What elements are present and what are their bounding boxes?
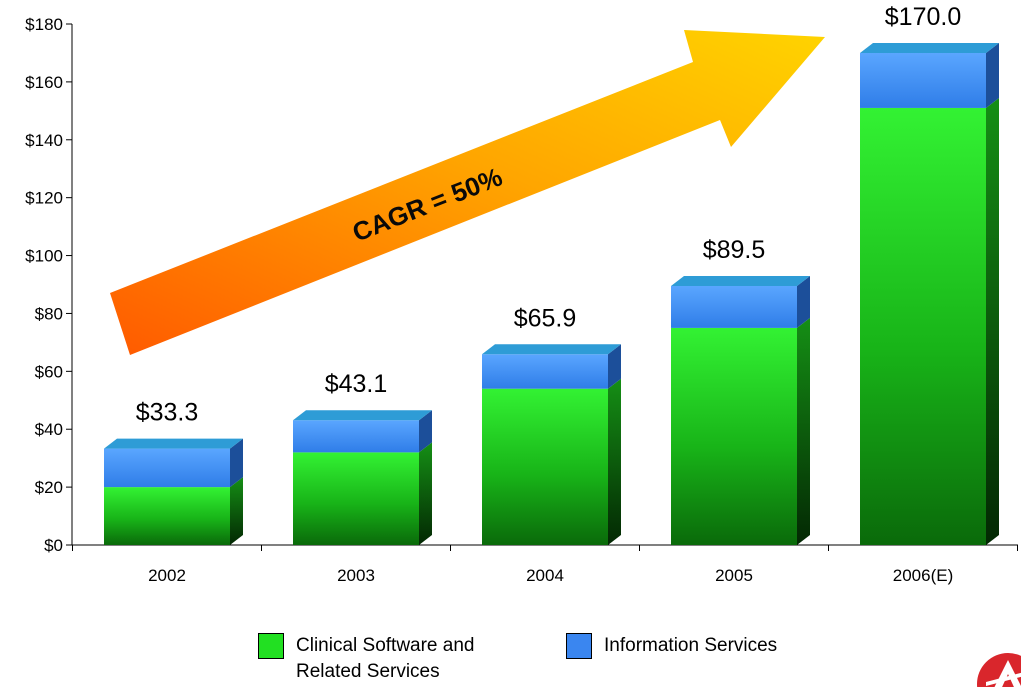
bar-total-label: $65.9 (514, 304, 577, 332)
bar-total-label: $170.0 (885, 3, 961, 31)
bar-group (860, 42, 999, 545)
bar-information (293, 420, 419, 453)
legend-label-information: Information Services (604, 635, 778, 656)
bar-information (104, 448, 230, 488)
bar-top-face (860, 42, 999, 53)
legend-label-clinical: Clinical Software and Related Services (296, 635, 475, 682)
bar-clinical (671, 327, 797, 545)
y-tick-label: $160 (25, 73, 63, 92)
bar-total-label: $33.3 (136, 399, 199, 427)
axis-layer: $0 $20 $40 $60 $80 $100 $120 $140 $160 $180 2002 20… (25, 15, 1018, 585)
x-tick-label: 2006(E) (893, 566, 953, 585)
y-tick-label: $40 (35, 420, 63, 439)
bar-clinical-side (419, 442, 432, 545)
x-tick-label: 2004 (526, 566, 564, 585)
bar-top-face (104, 438, 243, 449)
bar-group (104, 438, 243, 545)
x-tick-label: 2003 (337, 566, 375, 585)
cagr-arrow-shape (110, 30, 825, 355)
y-tick-label: $120 (25, 189, 63, 208)
bar-information-side (797, 275, 810, 328)
y-tick-label: $80 (35, 304, 63, 323)
bar-information (671, 285, 797, 328)
bar-clinical-side (797, 317, 810, 545)
bar-top-face (671, 275, 810, 286)
legend-swatch-information (566, 633, 592, 659)
bar-group (482, 344, 621, 545)
legend: Clinical Software and Related Services I… (258, 633, 844, 685)
y-tick-label: $60 (35, 362, 63, 381)
bar-group (671, 275, 810, 545)
bar-clinical-side (608, 378, 621, 545)
bar-information-side (230, 438, 243, 488)
bar-layer (104, 42, 999, 545)
stacked-bar-chart: $0 $20 $40 $60 $80 $100 $120 $140 $160 $180 2002 20… (25, 3, 1018, 585)
bar-clinical (104, 487, 230, 545)
y-tick-label: $140 (25, 131, 63, 150)
y-tick-label: $20 (35, 478, 63, 497)
bar-total-label: $89.5 (703, 236, 766, 264)
bar-clinical-side (230, 477, 243, 545)
bar-information-side (419, 410, 432, 453)
bar-information (482, 354, 608, 389)
bar-information-side (986, 42, 999, 108)
bar-information (860, 52, 986, 108)
bar-clinical (482, 388, 608, 545)
legend-swatch-clinical (258, 633, 284, 659)
bar-clinical-side (986, 97, 999, 545)
bar-group (293, 410, 432, 545)
y-tick-label: $180 (25, 15, 63, 34)
x-tick-label: 2005 (715, 566, 753, 585)
bar-top-face (482, 344, 621, 355)
bar-clinical (860, 107, 986, 545)
legend-item-clinical: Clinical Software and Related Services (258, 633, 526, 685)
x-tick-label: 2002 (148, 566, 186, 585)
y-tick-label: $100 (25, 247, 63, 266)
legend-item-information: Information Services (566, 633, 844, 685)
y-tick-label: $0 (44, 536, 63, 555)
company-logo-icon (977, 653, 1021, 687)
bar-top-face (293, 410, 432, 421)
data-label-layer: $33.3 $43.1 $65.9 $89.5 $170.0 (136, 3, 962, 427)
bar-total-label: $43.1 (325, 370, 388, 398)
bar-information-side (608, 344, 621, 389)
bar-clinical (293, 452, 419, 545)
